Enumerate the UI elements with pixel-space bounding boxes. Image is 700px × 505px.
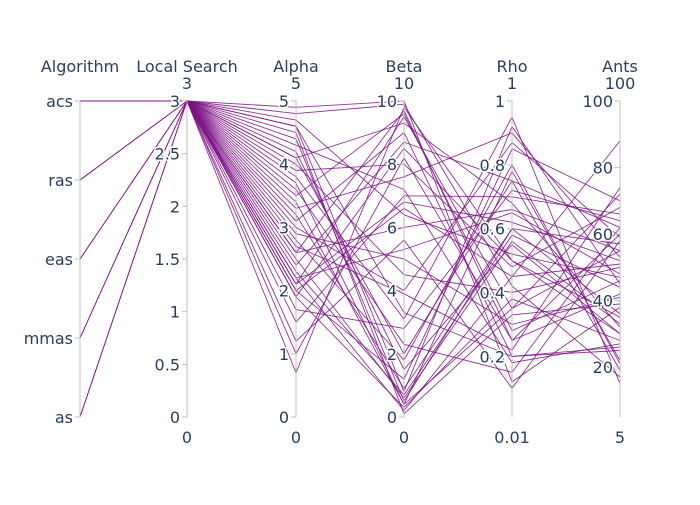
data-line-17 bbox=[80, 100, 621, 371]
data-line-9 bbox=[80, 100, 621, 324]
tick-label-algorithm-3: ras bbox=[48, 171, 73, 190]
tick-label-algorithm-1: mmas bbox=[24, 329, 73, 348]
tick-label-beta-0: 0 bbox=[387, 408, 397, 427]
tick-label-beta-1: 2 bbox=[387, 345, 397, 364]
data-line-21 bbox=[80, 100, 621, 351]
axis-title-ants: Ants bbox=[602, 57, 638, 76]
axis-title-beta: Beta bbox=[386, 57, 423, 76]
tick-label-local_search-6: 3 bbox=[170, 92, 180, 111]
tick-label-rho-1: 0.4 bbox=[480, 284, 505, 303]
data-line-40 bbox=[79, 100, 621, 390]
axis-title-local_search: Local Search bbox=[136, 57, 238, 76]
tick-label-beta-4: 8 bbox=[387, 155, 397, 174]
tick-label-local_search-5: 2.5 bbox=[155, 145, 180, 164]
tick-label-local_search-2: 1 bbox=[170, 303, 180, 322]
tick-label-alpha-0: 0 bbox=[279, 408, 289, 427]
range-max-alpha: 5 bbox=[291, 74, 301, 93]
tick-label-local_search-3: 1.5 bbox=[155, 250, 180, 269]
axis-title-rho: Rho bbox=[496, 57, 527, 76]
data-line-1 bbox=[80, 100, 621, 310]
tick-label-ants-4: 100 bbox=[582, 92, 613, 111]
data-line-16 bbox=[80, 100, 621, 373]
tick-label-alpha-3: 3 bbox=[279, 218, 289, 237]
range-min-alpha: 0 bbox=[291, 428, 301, 447]
tick-label-alpha-2: 2 bbox=[279, 282, 289, 301]
tick-label-beta-5: 10 bbox=[377, 92, 397, 111]
tick-label-alpha-4: 4 bbox=[279, 155, 289, 174]
range-max-beta: 10 bbox=[394, 74, 414, 93]
data-line-2 bbox=[80, 100, 621, 371]
data-line-29 bbox=[80, 100, 621, 332]
tick-label-ants-3: 80 bbox=[593, 159, 613, 178]
tick-label-beta-2: 4 bbox=[387, 282, 397, 301]
range-min-rho: 0.01 bbox=[494, 428, 530, 447]
range-min-beta: 0 bbox=[399, 428, 409, 447]
range-max-ants: 100 bbox=[605, 74, 636, 93]
tick-label-ants-2: 60 bbox=[593, 225, 613, 244]
tick-label-rho-3: 0.8 bbox=[480, 156, 505, 175]
range-min-local_search: 0 bbox=[182, 428, 192, 447]
tick-label-alpha-5: 5 bbox=[279, 92, 289, 111]
tick-label-alpha-1: 1 bbox=[279, 345, 289, 364]
axis-title-algorithm: Algorithm bbox=[41, 57, 119, 76]
data-line-34 bbox=[80, 100, 621, 378]
tick-label-local_search-0: 0 bbox=[170, 408, 180, 427]
data-line-6 bbox=[80, 100, 621, 383]
data-line-37 bbox=[79, 100, 621, 335]
tick-label-rho-0: 0.2 bbox=[480, 347, 505, 366]
data-line-42 bbox=[79, 100, 621, 418]
data-line-39 bbox=[79, 100, 621, 341]
range-max-rho: 1 bbox=[507, 74, 517, 93]
tick-label-local_search-1: 0.5 bbox=[155, 355, 180, 374]
axis-title-alpha: Alpha bbox=[273, 57, 319, 76]
tick-label-algorithm-0: as bbox=[55, 408, 73, 427]
data-line-36 bbox=[79, 100, 621, 406]
tick-label-algorithm-4: acs bbox=[46, 92, 73, 111]
range-max-local_search: 3 bbox=[182, 74, 192, 93]
data-line-38 bbox=[79, 100, 621, 355]
tick-label-beta-3: 6 bbox=[387, 218, 397, 237]
axis-algorithm: Algorithm as mmas eas ras acs bbox=[22, 57, 119, 429]
tick-label-local_search-4: 2 bbox=[170, 197, 180, 216]
data-lines-group bbox=[79, 99, 621, 418]
tick-label-ants-1: 40 bbox=[593, 292, 613, 311]
tick-label-rho-4: 1 bbox=[495, 92, 505, 111]
data-line-15 bbox=[80, 100, 621, 375]
tick-label-rho-2: 0.6 bbox=[480, 220, 505, 239]
range-min-ants: 5 bbox=[615, 428, 625, 447]
tick-label-algorithm-2: eas bbox=[45, 250, 73, 269]
tick-label-ants-0: 20 bbox=[593, 358, 613, 377]
